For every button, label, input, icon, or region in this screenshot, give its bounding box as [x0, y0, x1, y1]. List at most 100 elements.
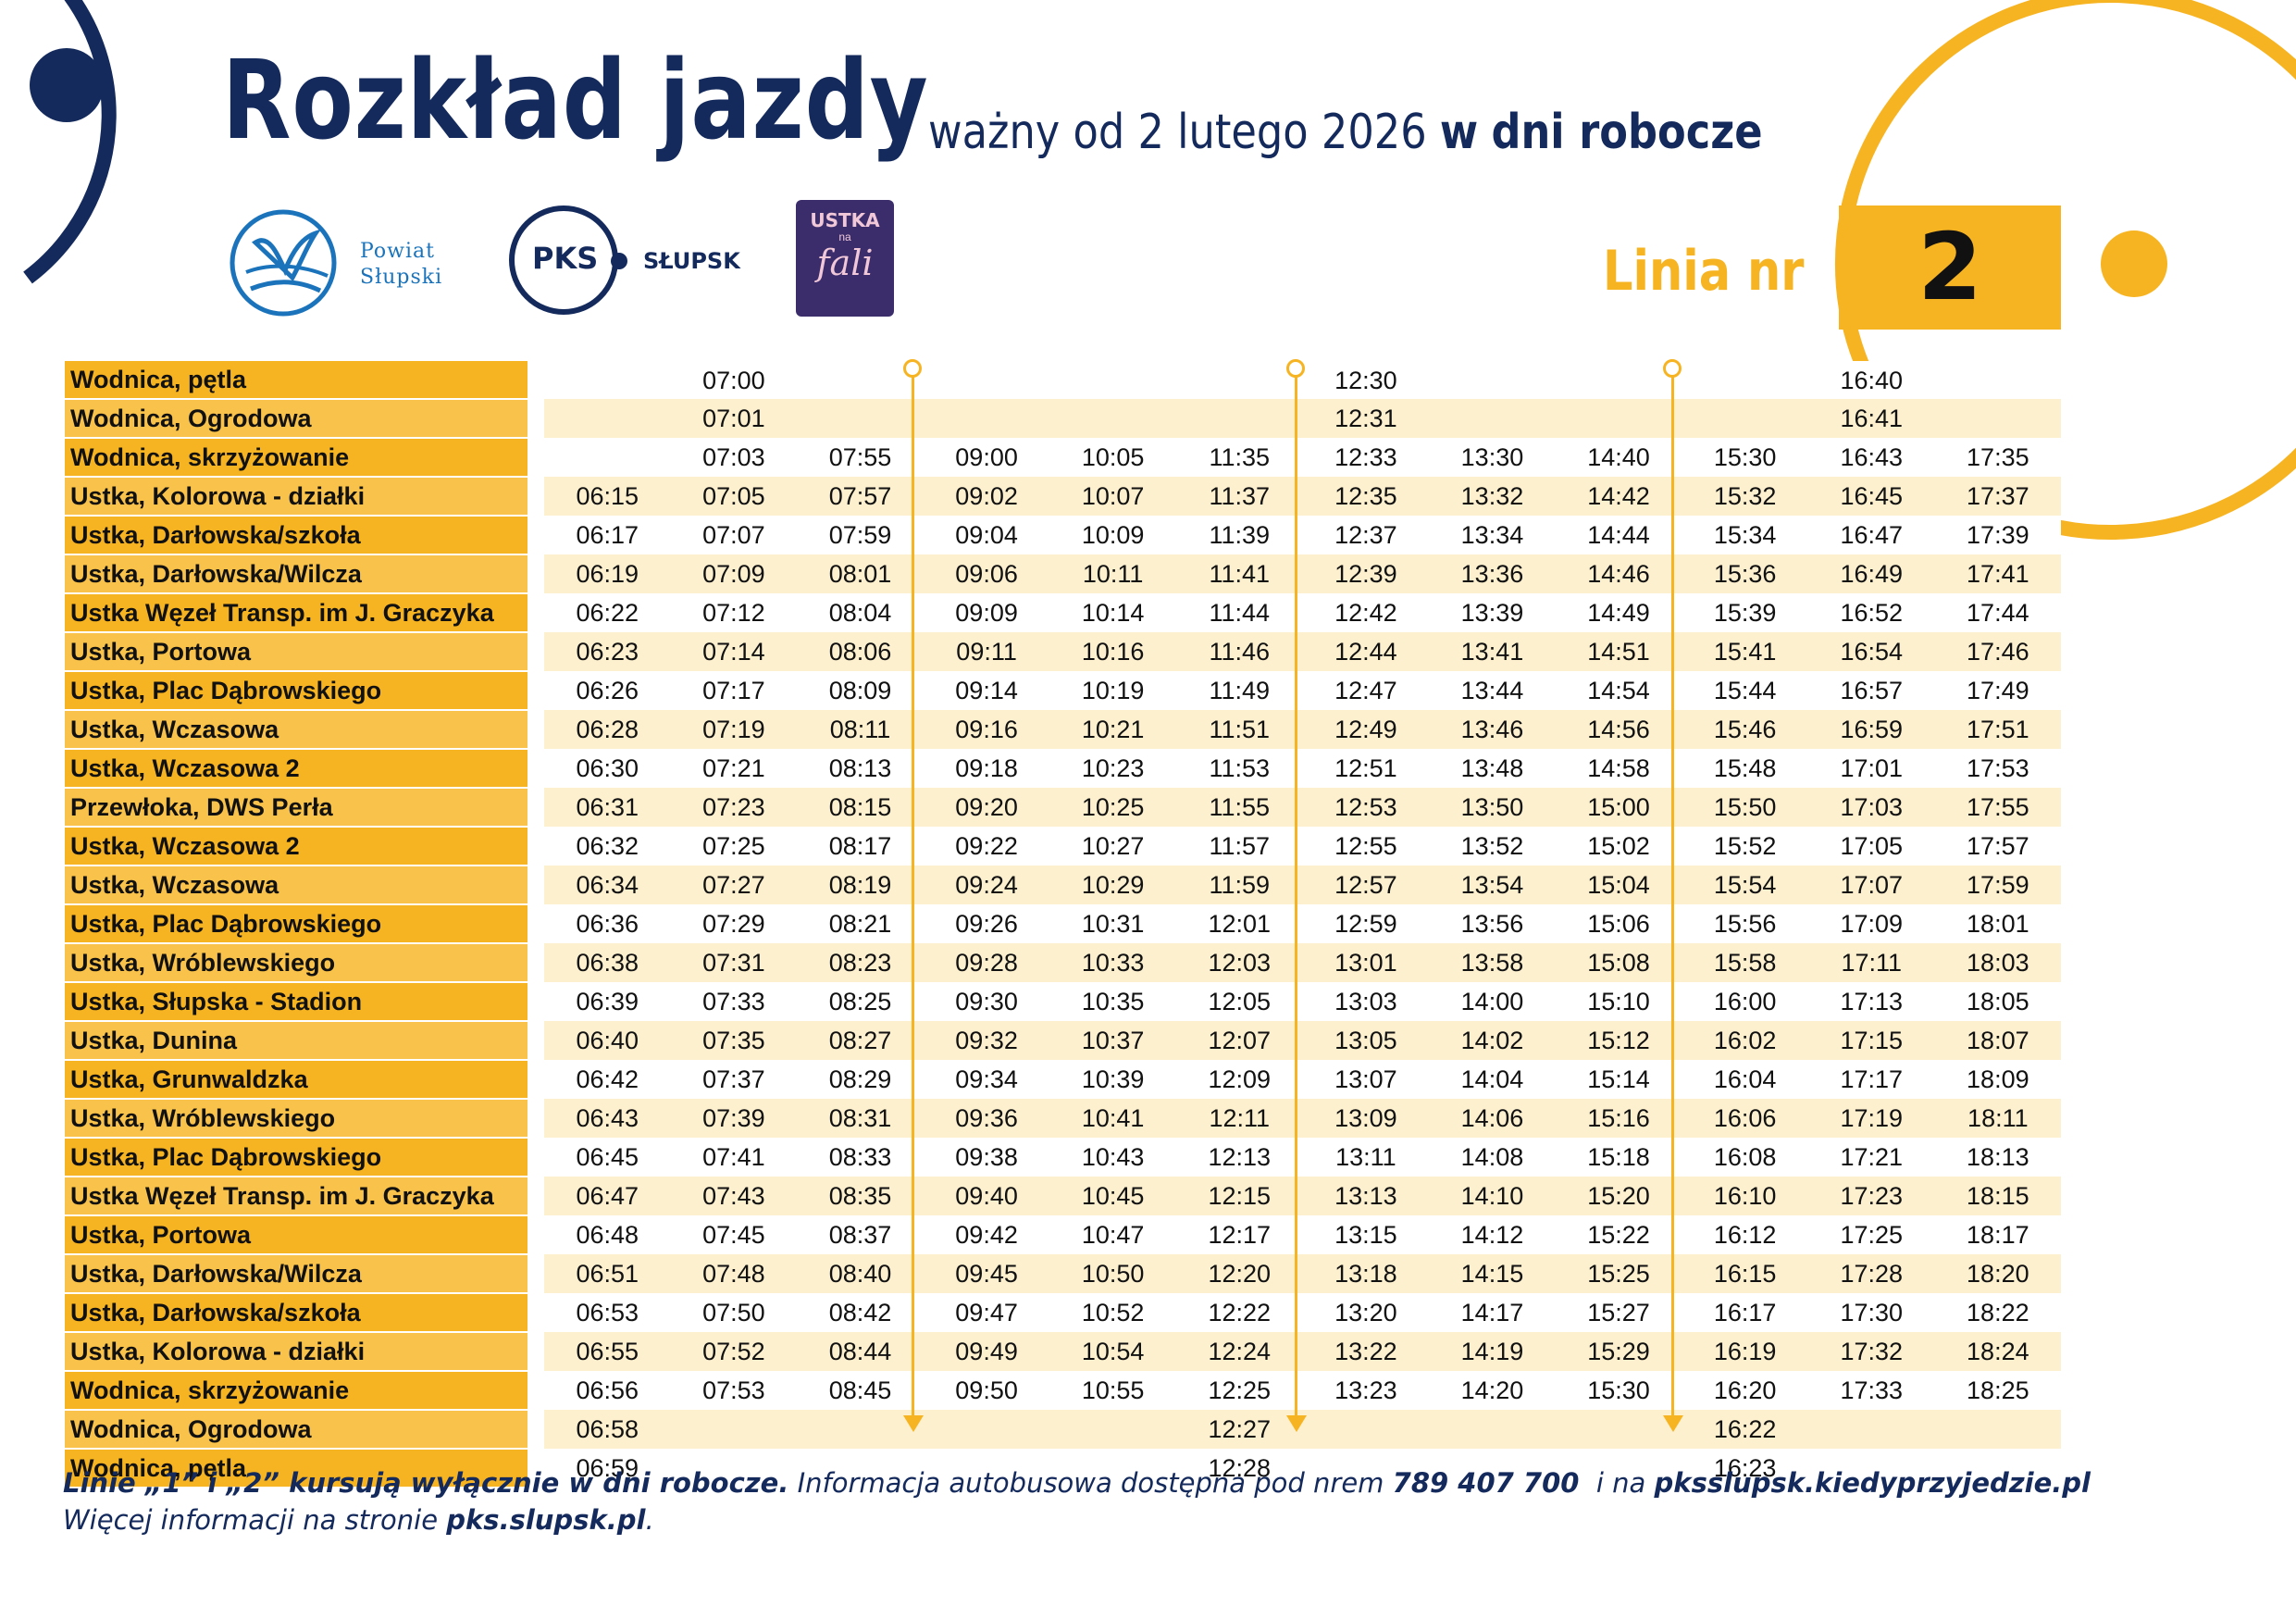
- departure-time: 15:20: [1555, 1177, 1682, 1215]
- departure-time: 17:23: [1807, 1177, 1935, 1215]
- departure-time: 07:05: [670, 477, 798, 516]
- departure-time: 07:27: [670, 866, 798, 904]
- departure-time: 12:47: [1302, 671, 1430, 710]
- departure-time: 06:22: [544, 593, 671, 632]
- departure-time: 08:04: [797, 593, 924, 632]
- departure-time: 15:02: [1555, 827, 1682, 866]
- departure-time: 17:13: [1807, 982, 1935, 1021]
- departure-time: 17:32: [1807, 1332, 1935, 1371]
- spacer: [527, 904, 544, 943]
- departure-time: [1049, 1449, 1176, 1488]
- stop-name: Wodnica, Ogrodowa: [65, 1410, 527, 1450]
- spacer: [527, 1449, 544, 1488]
- departure-time: 08:33: [797, 1138, 924, 1177]
- departure-time: 08:01: [797, 554, 924, 593]
- departure-time: 15:39: [1682, 593, 1808, 632]
- departure-time: 13:41: [1429, 632, 1556, 671]
- departure-time: 07:35: [670, 1021, 798, 1060]
- departure-time: 09:22: [923, 827, 1050, 866]
- departure-time: 13:09: [1302, 1099, 1430, 1138]
- departure-time: 17:11: [1807, 943, 1935, 982]
- footer-site1[interactable]: pksslupsk.kiedyprzyjedzie.pl: [1654, 1467, 2091, 1499]
- spacer: [527, 982, 544, 1021]
- departure-time: 11:39: [1175, 516, 1303, 554]
- departure-time: 15:00: [1555, 788, 1682, 827]
- departure-time: 15:44: [1682, 671, 1808, 710]
- departure-time: 17:19: [1807, 1099, 1935, 1138]
- stop-name: Ustka, Grunwaldzka: [65, 1060, 527, 1100]
- departure-time: 17:59: [1934, 866, 2062, 904]
- departure-time: 10:41: [1049, 1099, 1176, 1138]
- route-arrow-icon: [1663, 1415, 1683, 1432]
- departure-time: 10:19: [1049, 671, 1176, 710]
- departure-time: 08:15: [797, 788, 924, 827]
- departure-time: 11:51: [1175, 710, 1303, 749]
- departure-time: 09:09: [923, 593, 1050, 632]
- departure-time: 16:41: [1807, 399, 1935, 438]
- departure-time: 12:01: [1175, 904, 1303, 943]
- departure-time: 12:37: [1302, 516, 1430, 554]
- departure-time: 09:40: [923, 1177, 1050, 1215]
- departure-time: 14:19: [1429, 1332, 1556, 1371]
- departure-time: 10:31: [1049, 904, 1176, 943]
- spacer: [527, 477, 544, 516]
- departure-time: [923, 361, 1050, 399]
- spacer: [527, 554, 544, 593]
- departure-time: 08:21: [797, 904, 924, 943]
- departure-time: 14:15: [1429, 1254, 1556, 1293]
- spacer: [527, 1060, 544, 1099]
- departure-time: 10:47: [1049, 1215, 1176, 1254]
- footer-site2[interactable]: pks.slupsk.pl: [446, 1504, 646, 1536]
- departure-time: 15:50: [1682, 788, 1808, 827]
- stop-name: Wodnica, skrzyżowanie: [65, 438, 527, 478]
- departure-time: 12:27: [1175, 1410, 1303, 1449]
- departure-time: [1934, 399, 2062, 438]
- ustka-bottom: fali: [816, 243, 874, 283]
- table-row: Ustka, Grunwaldzka 06:42 07:37 08:29 09:34 10…: [65, 1060, 2062, 1100]
- table-row: Ustka, Wczasowa 2 06:30 07:21 08:13 09:18 10:…: [65, 749, 2062, 789]
- departure-time: 11:37: [1175, 477, 1303, 516]
- departure-time: 17:46: [1934, 632, 2062, 671]
- footer-text1: Informacja autobusowa dostępna pod nrem: [788, 1467, 1393, 1499]
- departure-time: [544, 399, 671, 438]
- departure-time: 10:09: [1049, 516, 1176, 554]
- line-label: Linia nr: [1603, 239, 1805, 304]
- departure-time: 17:37: [1934, 477, 2062, 516]
- departure-time: 13:54: [1429, 866, 1556, 904]
- departure-time: 09:04: [923, 516, 1050, 554]
- powiat-emblem-icon: [230, 209, 337, 317]
- departure-time: 10:14: [1049, 593, 1176, 632]
- spacer: [527, 866, 544, 904]
- departure-time: 06:30: [544, 749, 671, 788]
- departure-time: 07:59: [797, 516, 924, 554]
- table-row: Wodnica, Ogrodowa 06:58 12:27 16:22: [65, 1410, 2062, 1450]
- departure-time: 18:24: [1934, 1332, 2062, 1371]
- departure-time: 15:48: [1682, 749, 1808, 788]
- departure-time: 07:45: [670, 1215, 798, 1254]
- departure-time: 12:20: [1175, 1254, 1303, 1293]
- departure-time: 09:06: [923, 554, 1050, 593]
- departure-time: 10:27: [1049, 827, 1176, 866]
- departure-time: 10:45: [1049, 1177, 1176, 1215]
- departure-time: 09:26: [923, 904, 1050, 943]
- stop-name: Przewłoka, DWS Perła: [65, 788, 527, 828]
- departure-time: 14:46: [1555, 554, 1682, 593]
- departure-time: [1807, 1410, 1935, 1449]
- departure-time: 10:39: [1049, 1060, 1176, 1099]
- departure-time: 10:52: [1049, 1293, 1176, 1332]
- departure-time: [1429, 1449, 1556, 1488]
- departure-time: 17:25: [1807, 1215, 1935, 1254]
- route-start-icon: [903, 359, 922, 378]
- departure-time: 17:51: [1934, 710, 2062, 749]
- departure-time: 14:51: [1555, 632, 1682, 671]
- valid-from: ważny od 2 lutego 2026: [928, 105, 1427, 160]
- departure-time: 15:34: [1682, 516, 1808, 554]
- departure-time: 14:12: [1429, 1215, 1556, 1254]
- spacer: [527, 827, 544, 866]
- departure-time: 07:31: [670, 943, 798, 982]
- departure-time: 12:57: [1302, 866, 1430, 904]
- departure-time: [1049, 1410, 1176, 1449]
- departure-time: 16:00: [1682, 982, 1808, 1021]
- departure-time: 07:09: [670, 554, 798, 593]
- spacer: [527, 361, 544, 399]
